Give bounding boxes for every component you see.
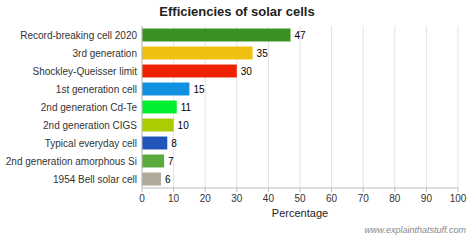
grid — [142, 26, 458, 188]
grid-line — [426, 26, 427, 188]
category-label: 1954 Bell solar cell — [53, 174, 137, 185]
data-label: 6 — [165, 174, 171, 185]
tick-label: 80 — [389, 193, 401, 204]
bar — [142, 119, 174, 132]
bar — [142, 83, 189, 96]
grid-line — [300, 26, 301, 188]
category-label: 2nd generation Cd-Te — [41, 102, 138, 113]
tick-label: 100 — [450, 193, 467, 204]
grid-line — [268, 26, 269, 188]
grid-line — [331, 26, 332, 188]
bar — [142, 137, 167, 150]
bar — [142, 155, 164, 168]
tick-mark — [173, 188, 174, 192]
tick-mark — [300, 188, 301, 192]
category-label: 1st generation cell — [56, 84, 137, 95]
bar — [142, 101, 177, 114]
tick-label: 10 — [168, 193, 180, 204]
tick-label: 0 — [139, 193, 145, 204]
data-label: 47 — [295, 30, 307, 41]
watermark: www.explainthatstuff.com — [364, 225, 466, 235]
data-label: 30 — [241, 66, 253, 77]
data-label: 15 — [193, 84, 205, 95]
tick-mark — [426, 188, 427, 192]
category-label: Shockley-Queisser limit — [33, 66, 138, 77]
bar — [142, 47, 253, 60]
tick-mark — [331, 188, 332, 192]
x-axis-title: Percentage — [272, 207, 328, 219]
category-label: Typical everyday cell — [45, 138, 137, 149]
grid-line — [458, 26, 459, 188]
category-label: 3rd generation — [73, 48, 138, 59]
data-label: 7 — [168, 156, 174, 167]
bar — [142, 29, 291, 42]
category-label: 2nd generation amorphous Si — [6, 156, 137, 167]
tick-label: 50 — [294, 193, 306, 204]
tick-mark — [268, 188, 269, 192]
category-label: 2nd generation CIGS — [43, 120, 137, 131]
data-label: 35 — [257, 48, 269, 59]
title: Efficiencies of solar cells — [159, 4, 314, 19]
grid-line — [363, 26, 364, 188]
tick-mark — [394, 188, 395, 192]
tick-mark — [458, 188, 459, 192]
x-axis-line — [142, 188, 458, 189]
y-axis-line — [142, 26, 143, 188]
category-label: Record-breaking cell 2020 — [20, 30, 137, 41]
tick-mark — [363, 188, 364, 192]
tick-mark — [142, 188, 143, 192]
tick-label: 30 — [231, 193, 243, 204]
tick-label: 60 — [326, 193, 338, 204]
grid-line — [142, 26, 143, 188]
data-label: 10 — [178, 120, 190, 131]
tick-label: 70 — [358, 193, 370, 204]
bar — [142, 65, 237, 78]
grid-line — [394, 26, 395, 188]
data-label: 8 — [171, 138, 177, 149]
background — [0, 0, 474, 237]
bar — [142, 173, 161, 186]
data-label: 11 — [181, 102, 192, 113]
tick-mark — [205, 188, 206, 192]
tick-label: 40 — [263, 193, 275, 204]
tick-label: 20 — [200, 193, 212, 204]
tick-mark — [236, 188, 237, 192]
tick-label: 90 — [421, 193, 433, 204]
bars — [142, 29, 291, 186]
chart: 1954 Bell solar cell 2nd generation amorp… — [0, 0, 474, 237]
